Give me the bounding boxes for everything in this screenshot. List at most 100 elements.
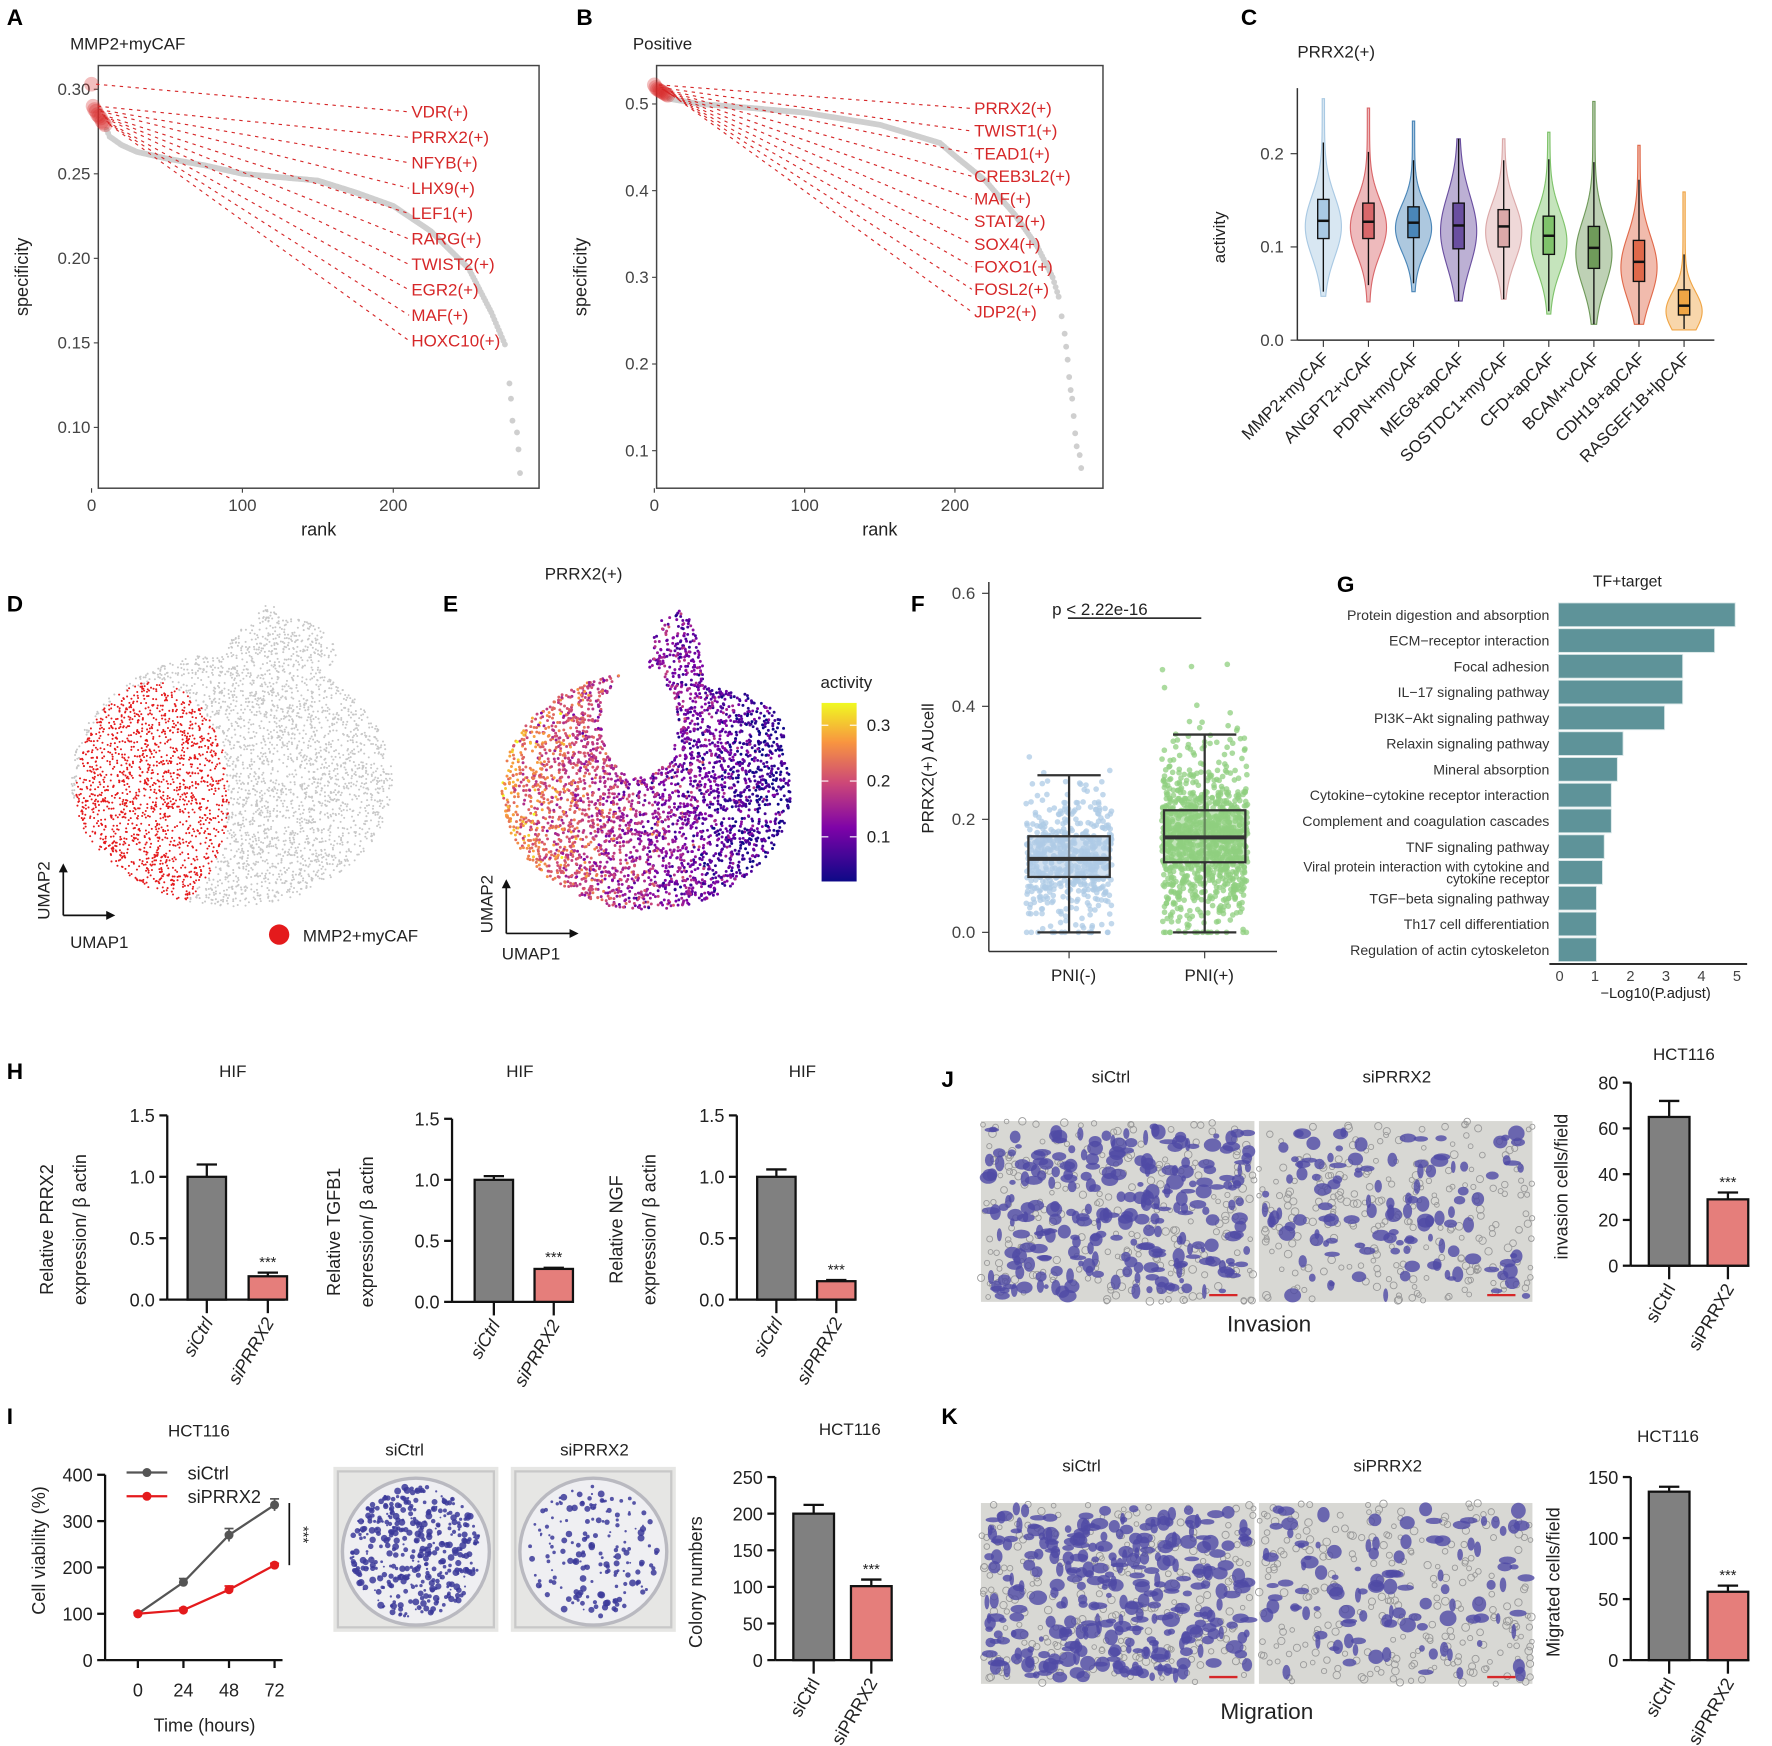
umap-cell-highlighted (197, 821, 200, 824)
umap-cell (261, 773, 264, 776)
umap-cell-highlighted (172, 771, 175, 774)
umap-cell-highlighted (91, 749, 94, 752)
umap-cell (198, 655, 201, 658)
umap-cell-highlighted (164, 742, 167, 745)
umap-cell (328, 853, 331, 856)
umap-cell (219, 706, 222, 709)
data-point (1070, 413, 1077, 419)
umap-cell-highlighted (132, 762, 135, 765)
umap-cell (697, 845, 701, 849)
umap-cell-highlighted (92, 825, 95, 828)
umap-cell (324, 716, 328, 719)
umap-cell-highlighted (119, 854, 122, 857)
umap-cell-highlighted (134, 796, 137, 799)
umap-cell (372, 812, 375, 815)
umap-cell (249, 823, 252, 826)
umap-cell (277, 839, 280, 842)
umap-cell (255, 690, 258, 693)
umap-cell (239, 796, 242, 799)
umap-cell (311, 668, 314, 671)
umap-cell (360, 748, 363, 751)
umap-cell-highlighted (149, 874, 152, 877)
umap-cell (220, 660, 223, 663)
umap-cell (288, 837, 291, 840)
umap-cell (235, 700, 238, 703)
umap-cell (315, 729, 318, 732)
umap-cell (134, 677, 137, 680)
umap-cell (223, 744, 226, 747)
umap-cell (251, 836, 254, 839)
umap-cell-highlighted (182, 783, 185, 786)
umap-cell (301, 812, 304, 815)
umap-cell-highlighted (106, 743, 109, 746)
umap-cell (234, 637, 237, 640)
umap-cell (271, 767, 274, 770)
umap-cell-highlighted (206, 799, 209, 802)
umap-cell (317, 626, 320, 629)
umap-cell (280, 707, 283, 710)
umap-cell (366, 831, 369, 834)
umap-cell (377, 747, 380, 750)
umap-cell-highlighted (132, 836, 135, 839)
umap-cell-highlighted (185, 795, 188, 799)
umap-cell-highlighted (179, 795, 182, 798)
umap-cell-highlighted (217, 821, 220, 824)
umap-cell (224, 876, 227, 879)
umap-cell (293, 631, 296, 634)
umap-cell (364, 809, 367, 812)
umap-cell (176, 666, 179, 669)
umap-cell-highlighted (173, 789, 176, 792)
umap-cell-highlighted (112, 720, 115, 723)
umap-cell (264, 713, 267, 716)
umap-cell (227, 718, 230, 721)
umap-cell (202, 657, 205, 660)
umap-cell (270, 825, 273, 828)
umap-cell-highlighted (84, 825, 87, 828)
umap-cell-highlighted (161, 708, 164, 711)
umap-cell-highlighted (181, 734, 184, 737)
umap-cell (277, 795, 280, 798)
umap-cell-highlighted (120, 714, 123, 717)
umap-cell-highlighted (179, 842, 182, 845)
umap-cell-highlighted (86, 761, 89, 764)
umap-cell-highlighted (191, 799, 194, 802)
umap-cell (309, 716, 312, 719)
umap-cell (272, 638, 275, 641)
umap-cell (328, 781, 331, 784)
umap-cell (279, 853, 282, 856)
umap-cell-highlighted (191, 727, 194, 730)
umap-cell-highlighted (108, 801, 111, 804)
umap-cell (271, 788, 274, 791)
umap-cell-highlighted (224, 794, 227, 797)
umap-cell-highlighted (98, 721, 101, 724)
umap-cell (311, 697, 314, 700)
umap-cell-highlighted (125, 762, 128, 765)
umap-cell-highlighted (142, 881, 145, 884)
umap-cell (283, 637, 286, 640)
umap-cell (289, 788, 292, 791)
umap-cell-highlighted (148, 838, 151, 841)
umap-cell (227, 862, 230, 865)
umap-cell-highlighted (166, 837, 169, 840)
umap-cell-highlighted (143, 689, 146, 692)
umap-cell-highlighted (118, 707, 121, 710)
umap-cell (310, 815, 313, 818)
umap-cell (272, 845, 275, 848)
umap-cell (225, 899, 228, 902)
umap-cell-highlighted (183, 799, 186, 802)
umap-cell-highlighted (155, 751, 158, 754)
umap-cell-highlighted (162, 828, 165, 831)
umap-cell-highlighted (214, 787, 217, 790)
panel-letter: F (911, 591, 925, 616)
umap-cell (225, 872, 228, 875)
umap-cell (337, 714, 340, 717)
umap-cell (256, 783, 259, 786)
umap-cell (275, 669, 278, 672)
umap-cell (241, 763, 244, 766)
umap-cell-highlighted (107, 807, 110, 810)
umap-cell-highlighted (147, 857, 150, 860)
umap-cell (144, 676, 147, 679)
umap-cell (230, 736, 233, 739)
umap-cell (325, 743, 328, 746)
